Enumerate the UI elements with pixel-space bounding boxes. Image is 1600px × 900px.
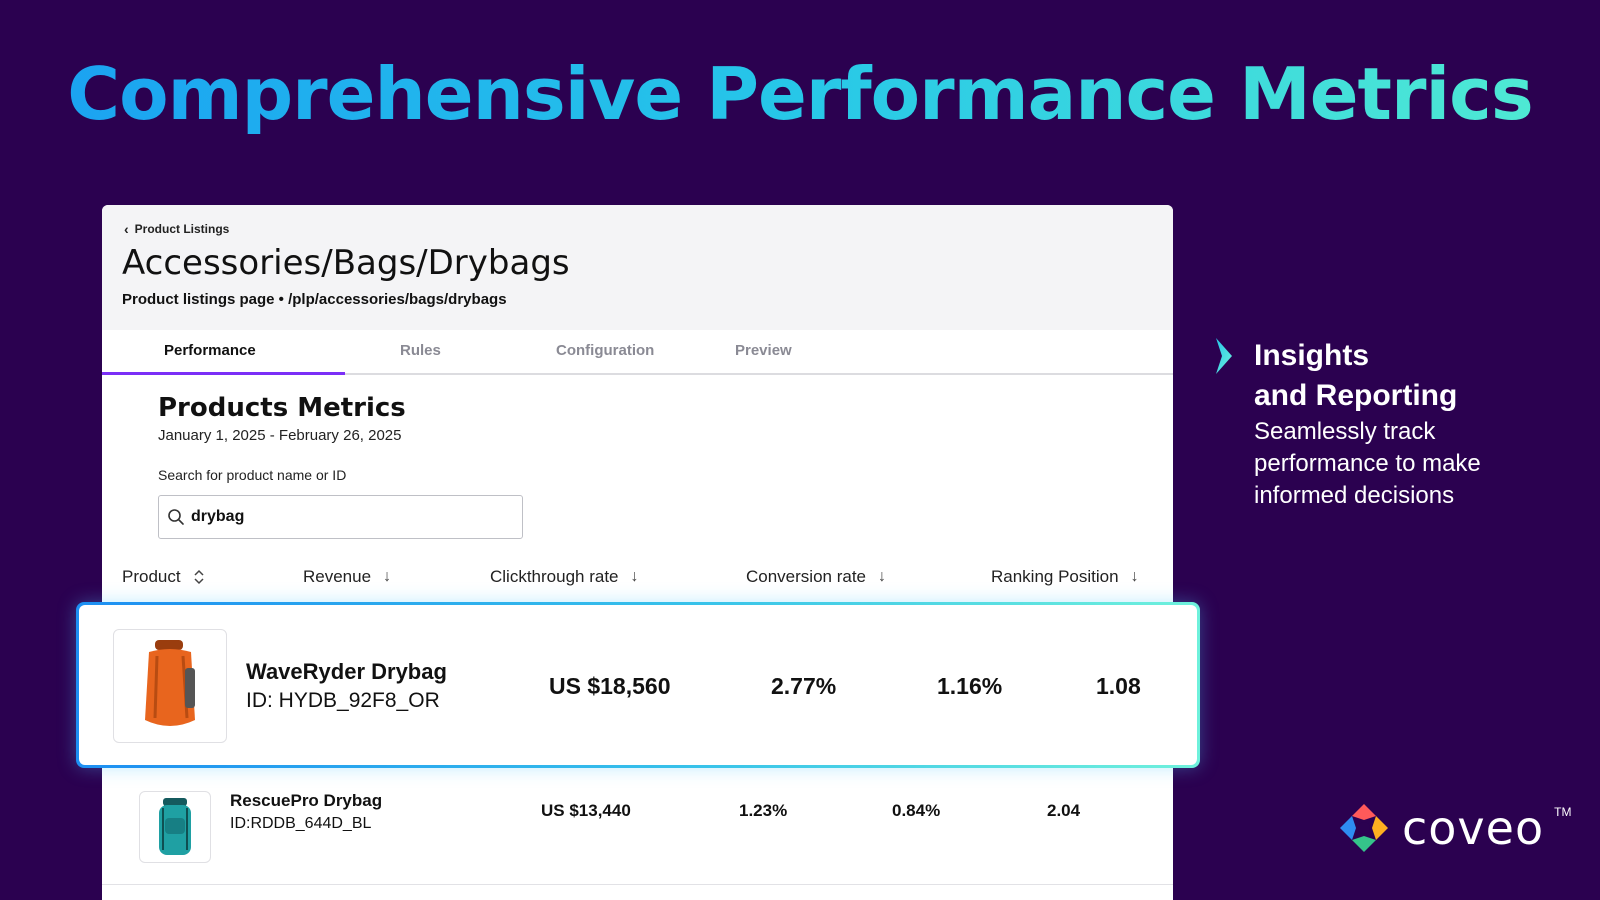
active-tab-indicator — [102, 372, 345, 375]
product-thumbnail[interactable] — [113, 629, 227, 743]
tab-rules[interactable]: Rules — [400, 342, 441, 359]
side-description: Seamlessly track performance to make inf… — [1254, 418, 1481, 509]
tab-bar: Performance Rules Configuration Preview — [102, 330, 1173, 375]
conversion-value: 0.84% — [892, 801, 941, 820]
side-title: Insights and Reporting — [1254, 336, 1457, 416]
column-label: Conversion rate — [746, 567, 867, 586]
column-header-revenue[interactable]: Revenue ↓ — [303, 567, 391, 587]
search-label: Search for product name or ID — [158, 467, 347, 483]
search-box[interactable] — [158, 495, 523, 539]
headline: Comprehensive Performance Metrics — [0, 52, 1600, 136]
revenue-value: US $18,560 — [549, 673, 671, 699]
product-name[interactable]: RescuePro Drybag — [230, 791, 383, 810]
highlighted-table-row[interactable]: WaveRyder Drybag ID: HYDB_92F8_OR US $18… — [76, 602, 1200, 768]
search-input[interactable] — [191, 508, 491, 526]
breadcrumb-label[interactable]: Product Listings — [134, 222, 230, 236]
sort-both-icon[interactable] — [193, 568, 205, 586]
chevron-right-icon — [1216, 338, 1232, 374]
revenue-value: US $13,440 — [541, 801, 631, 820]
card-header: ‹ Product Listings Accessories/Bags/Dryb… — [102, 205, 1173, 330]
table-row[interactable]: WaveRyder Drybag ID: HYDB_92F8_OR US $18… — [79, 605, 1197, 765]
clickthrough-value: 2.77% — [771, 673, 837, 699]
breadcrumb[interactable]: ‹ Product Listings — [124, 221, 229, 237]
chevron-left-icon[interactable]: ‹ — [124, 221, 129, 237]
coveo-mark-icon — [1340, 804, 1388, 852]
search-icon — [168, 509, 184, 525]
conversion-value: 1.16% — [937, 673, 1003, 699]
trademark: TM — [1554, 805, 1572, 819]
column-label: Revenue — [303, 567, 372, 586]
column-header-product[interactable]: Product — [122, 567, 205, 587]
product-name[interactable]: WaveRyder Drybag — [246, 659, 447, 684]
ranking-value: 1.08 — [1096, 673, 1141, 699]
page-title: Accessories/Bags/Drybags — [122, 243, 570, 283]
side-title-line1: Insights — [1254, 339, 1370, 372]
tab-configuration[interactable]: Configuration — [556, 342, 655, 359]
clickthrough-value: 1.23% — [739, 801, 788, 820]
drybag-image-icon — [159, 798, 191, 855]
column-header-ranking[interactable]: Ranking Position ↓ — [991, 567, 1139, 587]
tab-performance[interactable]: Performance — [164, 342, 256, 359]
column-label: Product — [122, 567, 181, 586]
column-header-conversion[interactable]: Conversion rate ↓ — [746, 567, 886, 587]
tab-preview[interactable]: Preview — [735, 342, 792, 359]
column-label: Clickthrough rate — [490, 567, 619, 586]
product-id: ID: HYDB_92F8_OR — [246, 689, 440, 712]
sort-down-icon[interactable]: ↓ — [1130, 568, 1139, 585]
table-row[interactable]: RescuePro Drybag ID:RDDB_644D_BL US $13,… — [102, 765, 1173, 885]
ranking-value: 2.04 — [1047, 801, 1081, 820]
date-range: January 1, 2025 - February 26, 2025 — [158, 427, 402, 444]
logo-text: coveo — [1402, 801, 1545, 855]
sort-down-icon[interactable]: ↓ — [878, 568, 887, 585]
drybag-image-icon — [145, 640, 195, 726]
product-id: ID:RDDB_644D_BL — [230, 815, 372, 832]
product-listing-card: ‹ Product Listings Accessories/Bags/Dryb… — [102, 205, 1173, 900]
coveo-logo: coveo TM — [1336, 800, 1571, 856]
column-header-clickthrough[interactable]: Clickthrough rate ↓ — [490, 567, 639, 587]
page-subtitle: Product listings page • /plp/accessories… — [122, 291, 507, 308]
sort-down-icon[interactable]: ↓ — [630, 568, 639, 585]
product-thumbnail[interactable] — [139, 791, 211, 863]
column-label: Ranking Position — [991, 567, 1119, 586]
sort-down-icon[interactable]: ↓ — [383, 568, 392, 585]
metrics-title: Products Metrics — [158, 393, 406, 423]
side-title-line2: and Reporting — [1254, 379, 1458, 412]
